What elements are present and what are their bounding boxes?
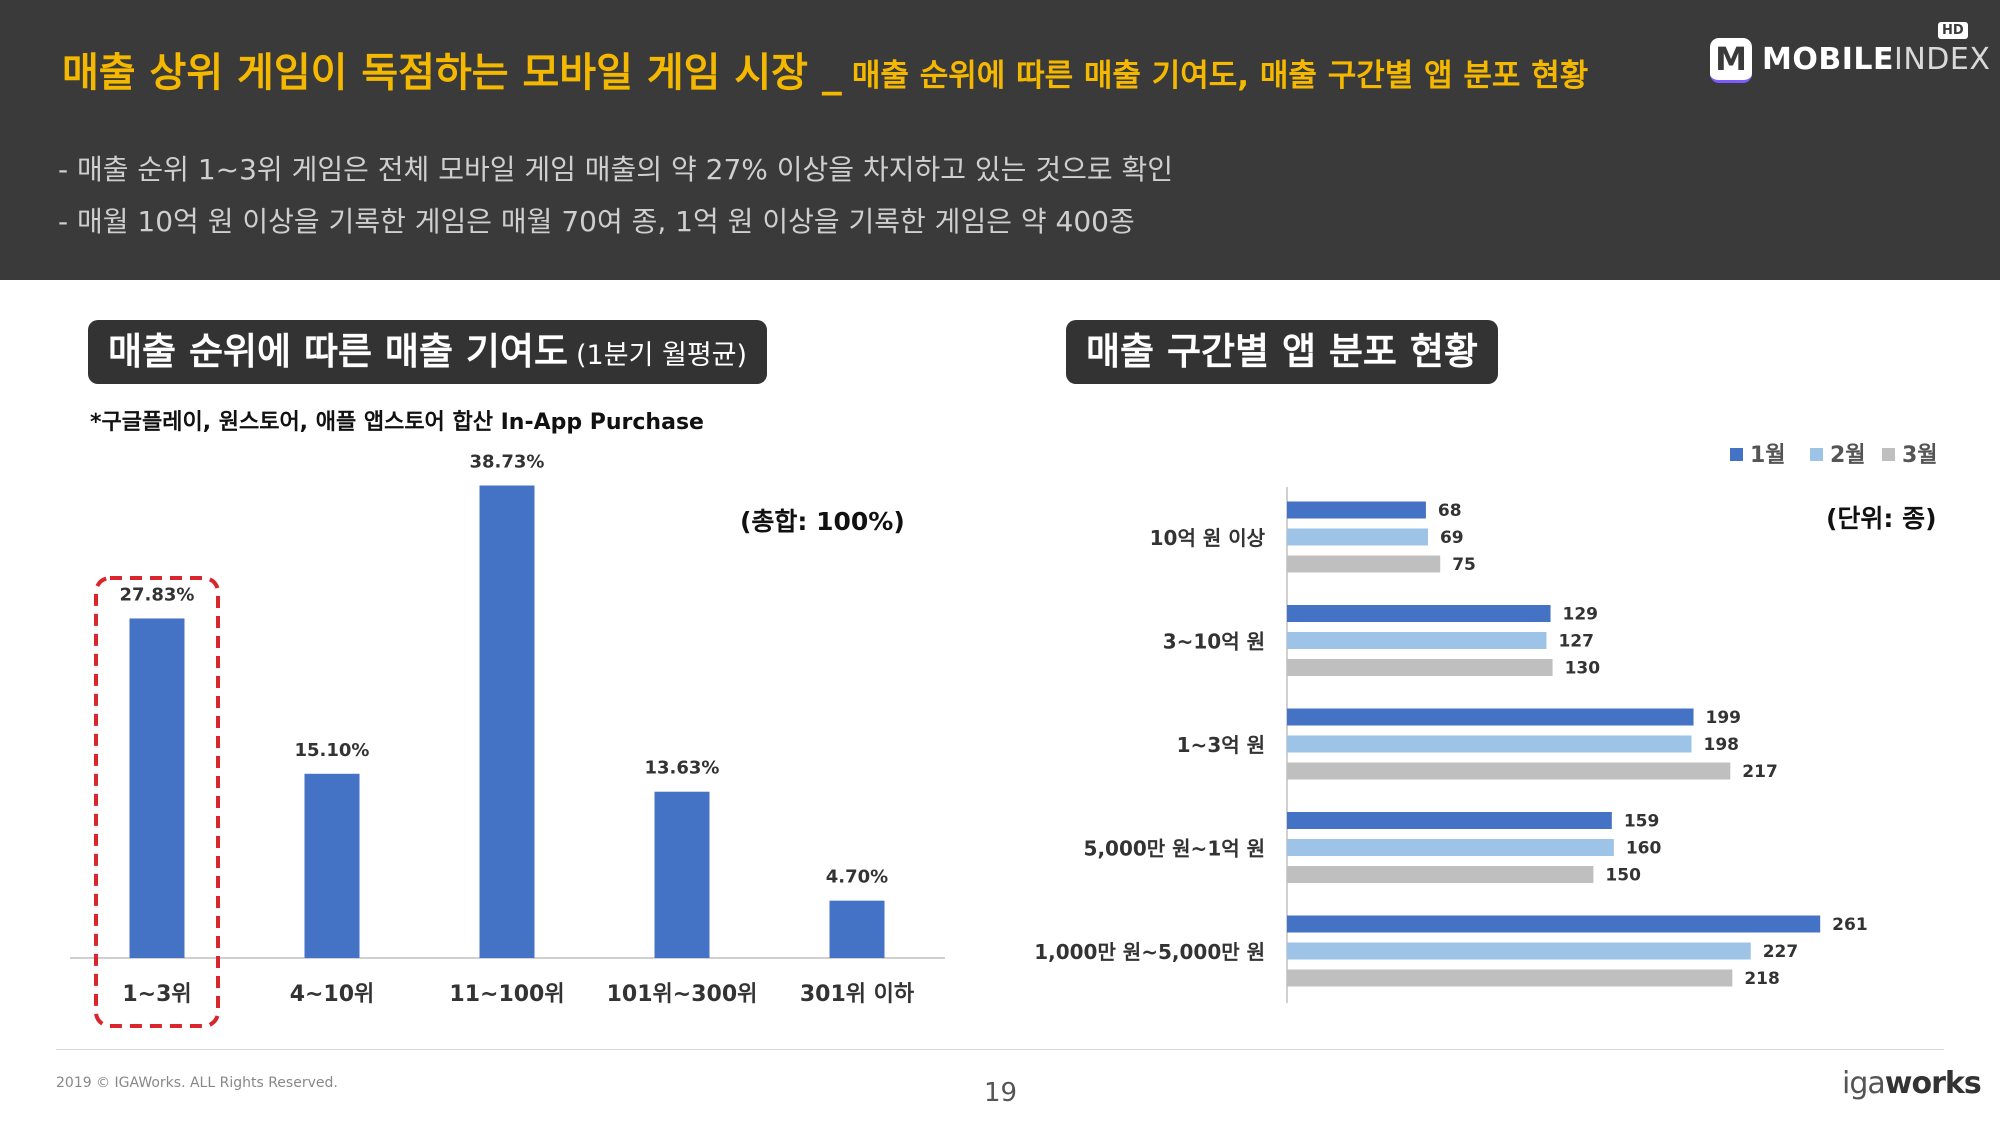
hbar [1287, 528, 1428, 546]
hbar-value-label: 68 [1438, 501, 1462, 521]
legend-swatch [1730, 448, 1743, 461]
hbar-value-label: 150 [1605, 866, 1641, 886]
hbar [1287, 812, 1612, 829]
legend-swatch [1882, 448, 1895, 461]
hbar-value-label: 127 [1558, 632, 1594, 652]
highlight-box [94, 576, 220, 1028]
left-panel-title: 매출 순위에 따른 매출 기여도 (1분기 월평균) [88, 320, 768, 384]
total-label: (총합: 100%) [740, 507, 905, 536]
legend-label: 1월 [1750, 443, 1786, 468]
hbar-value-label: 160 [1626, 839, 1662, 859]
bar [829, 900, 885, 958]
bar-value-label: 38.73% [470, 451, 545, 472]
bar-value-label: 13.63% [645, 758, 720, 779]
hbar-value-label: 199 [1706, 708, 1742, 728]
hbar-value-label: 75 [1452, 555, 1476, 575]
hbar [1287, 735, 1692, 753]
hbar [1287, 708, 1694, 726]
logo-name-bold: MOBILE [1762, 42, 1894, 77]
hbar [1287, 866, 1594, 883]
right-panel-title: 매출 구간별 앱 분포 현황 [1066, 320, 1498, 384]
brand-bold: works [1884, 1066, 1982, 1101]
header-band: 매출 상위 게임이 독점하는 모바일 게임 시장 _ 매출 순위에 따른 매출 기… [0, 0, 2000, 280]
hbar-value-label: 227 [1763, 942, 1799, 962]
bar [479, 485, 535, 958]
legend-swatch [1810, 448, 1823, 461]
category-label: 101위~300위 [607, 982, 758, 1007]
logo-m-icon: M [1710, 38, 1752, 83]
category-label: 1,000만 원~5,000만 원 [1034, 940, 1265, 964]
right-panel-title-main: 매출 구간별 앱 분포 현황 [1086, 330, 1478, 373]
bar-value-label: 4.70% [826, 867, 888, 888]
legend-label: 3월 [1902, 443, 1938, 468]
legend-label: 2월 [1830, 443, 1866, 468]
bullet-2: - 매월 10억 원 이상을 기록한 게임은 매월 70여 종, 1억 원 이상… [58, 205, 1135, 238]
logo-name-light: INDEX [1894, 42, 1991, 77]
logo-name: MOBILEINDEX [1762, 42, 1990, 77]
mobileindex-logo: M MOBILEINDEX HD [1710, 22, 1990, 83]
category-label: 4~10위 [290, 982, 375, 1007]
copyright: 2019 © IGAWorks. ALL Rights Reserved. [56, 1075, 338, 1091]
hbar-value-label: 69 [1440, 528, 1464, 548]
page-number: 19 [984, 1078, 1018, 1108]
category-label: 1~3억 원 [1177, 733, 1265, 757]
brand-light: iga [1842, 1066, 1886, 1101]
hbar [1287, 762, 1731, 780]
revenue-range-chart: 10억 원 이상 68 69 75 3~10억 원 129 127 130 1~3억 원 199 1… [1034, 443, 1938, 1003]
category-label: 1~3위 [122, 982, 191, 1007]
left-panel-title-sub: (1분기 월평균) [576, 340, 748, 371]
hbar [1287, 632, 1547, 649]
bar [654, 791, 710, 958]
hbar-value-label: 130 [1565, 659, 1601, 679]
bar [304, 773, 360, 958]
category-label: 3~10억 원 [1163, 630, 1265, 654]
hbar [1287, 605, 1551, 622]
hbar [1287, 659, 1553, 676]
hbar-value-label: 261 [1832, 915, 1868, 935]
hbar [1287, 555, 1441, 573]
bullet-1: - 매출 순위 1~3위 게임은 전체 모바일 게임 매출의 약 27% 이상을… [58, 153, 1174, 186]
left-panel-title-main: 매출 순위에 따른 매출 기여도 [108, 330, 569, 373]
category-label: 5,000만 원~1억 원 [1084, 837, 1265, 861]
hbar [1287, 969, 1733, 987]
source-note: *구글플레이, 원스토어, 애플 앱스토어 합산 In-App Purchase [90, 410, 704, 435]
title-main: 매출 상위 게임이 독점하는 모바일 게임 시장 _ [62, 50, 842, 96]
hbar [1287, 501, 1426, 519]
logo-hd-badge: HD [1938, 22, 1968, 39]
hbar [1287, 915, 1821, 933]
hbar-value-label: 159 [1624, 812, 1660, 832]
category-label: 11~100위 [449, 982, 564, 1007]
unit-label: (단위: 종) [1826, 504, 1937, 533]
bar [129, 618, 185, 958]
hbar [1287, 839, 1614, 856]
title-sub: 매출 순위에 따른 매출 기여도, 매출 구간별 앱 분포 현황 [851, 58, 1589, 94]
hbar-value-label: 218 [1744, 969, 1780, 989]
igaworks-logo: igaworks [1842, 1066, 1982, 1101]
category-label: 301위 이하 [800, 982, 915, 1007]
hbar-value-label: 129 [1563, 605, 1599, 625]
bar-value-label: 15.10% [295, 740, 370, 761]
bar-value-label: 27.83% [120, 584, 195, 605]
page-title: 매출 상위 게임이 독점하는 모바일 게임 시장 _ 매출 순위에 따른 매출 기… [62, 40, 1588, 98]
rank-contribution-chart: 27.83% 1~3위 15.10% 4~10위 38.73% 11~100위 13.63%… [70, 451, 945, 1028]
hbar-value-label: 217 [1742, 762, 1778, 782]
footer-divider [56, 1049, 1944, 1050]
hbar-value-label: 198 [1703, 735, 1739, 755]
hbar [1287, 942, 1751, 960]
category-label: 10억 원 이상 [1150, 526, 1266, 550]
